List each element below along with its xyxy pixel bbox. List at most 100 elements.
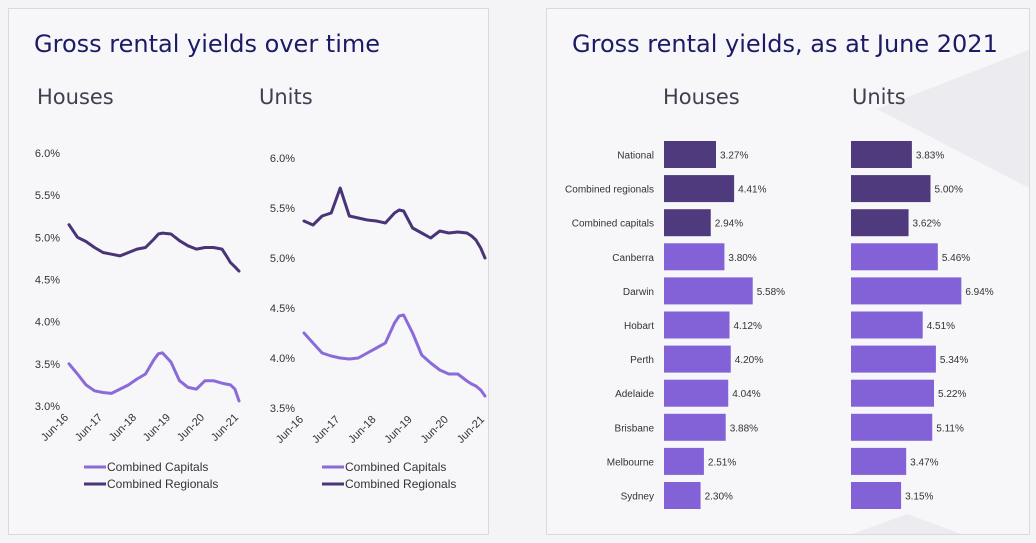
units-line-chart: 3.5%4.0%4.5%5.0%5.5%6.0%Jun-16 Jun-17 Jun-…: [270, 153, 487, 491]
yields-june-2021-title: Gross rental yields, as at June 2021: [572, 30, 998, 58]
category-label: Combined capitals: [572, 219, 654, 230]
houses-bar-value-label: 3.80%: [728, 253, 756, 264]
houses-x-tick-label: Jun-20: [175, 412, 207, 444]
units-bar-value-label: 5.46%: [942, 253, 970, 264]
category-label: Darwin: [623, 287, 654, 298]
units-y-tick-label: 5.0%: [270, 253, 295, 265]
units-bar-chart-title: Units: [852, 85, 906, 109]
category-label: Adelaide: [615, 389, 654, 400]
houses-y-tick-label: 4.5%: [35, 275, 60, 287]
units-x-tick-label: Jun-20: [419, 414, 451, 446]
category-label: Sydney: [621, 492, 654, 503]
units-bar-value-label: 4.51%: [927, 321, 955, 332]
houses-bar: [664, 243, 725, 271]
category-label: Hobart: [624, 321, 654, 332]
houses-bar-value-label: 4.04%: [732, 389, 760, 400]
yields-june-2021-panel: Gross rental yields, as at June 2021 Hou…: [546, 8, 1030, 535]
units-x-tick-label: Jun-16: [274, 414, 306, 446]
houses-bar: [664, 413, 726, 441]
units-x-tick-label: Jun-17: [310, 414, 342, 446]
houses-y-tick-label: 3.5%: [35, 359, 60, 371]
units-y-tick-label: 6.0%: [270, 153, 295, 165]
yields-over-time-panel: Gross rental yields over time Houses Uni…: [8, 8, 489, 535]
category-label: Perth: [630, 355, 654, 366]
units-bar: [851, 311, 923, 339]
units-y-tick-label: 5.5%: [270, 203, 295, 215]
houses-y-tick-label: 3.0%: [35, 401, 60, 413]
houses-bar: [664, 379, 729, 407]
houses-y-tick-label: 4.0%: [35, 317, 60, 329]
units-bar-value-label: 5.22%: [938, 389, 966, 400]
houses-bar-value-label: 3.88%: [730, 423, 758, 434]
houses-bar-chart-title: Houses: [663, 85, 740, 109]
yields-bar-charts: National 3.27% 3.83% Combined regionals 4.41…: [565, 141, 994, 509]
houses-bar-value-label: 4.20%: [735, 355, 763, 366]
units-bar: [851, 141, 912, 168]
houses-bar-value-label: 5.58%: [757, 287, 785, 298]
houses-bar: [664, 209, 711, 237]
houses-line-chart: 3.0% 3.5% 4.0% 4.5% 5.0% 5.5% 6.0% Jun-16 Jun-17…: [35, 148, 241, 491]
units-bar-value-label: 3.47%: [910, 457, 938, 468]
units-legend-label: Combined Regionals: [345, 477, 456, 491]
houses-x-tick-label: Jun-18: [107, 412, 139, 444]
houses-bar-value-label: 2.94%: [715, 219, 743, 230]
units-y-tick-label: 3.5%: [270, 403, 295, 415]
units-bar-value-label: 6.94%: [965, 287, 993, 298]
units-bar: [851, 175, 931, 203]
units-bar-value-label: 5.11%: [936, 423, 964, 434]
units-bar: [851, 209, 909, 237]
units-y-tick-label: 4.5%: [270, 303, 295, 315]
houses-x-tick-label: Jun-19: [141, 412, 173, 444]
houses-bar: [664, 345, 731, 373]
category-label: Melbourne: [607, 457, 655, 468]
category-label: Combined regionals: [565, 185, 654, 196]
houses-bar-value-label: 2.51%: [708, 457, 736, 468]
yields-over-time-title: Gross rental yields over time: [34, 30, 381, 58]
units-x-tick-label: Jun-18: [346, 414, 378, 446]
units-y-tick-label: 4.0%: [270, 353, 295, 365]
units-bar-value-label: 5.00%: [935, 185, 963, 196]
category-label: Brisbane: [615, 423, 655, 434]
houses-y-tick-label: 5.0%: [35, 232, 60, 244]
houses-bar: [664, 447, 704, 475]
units-bar: [851, 413, 933, 441]
units-x-tick-label: Jun-19: [382, 414, 414, 446]
houses-bar: [664, 482, 701, 509]
houses-bar: [664, 175, 735, 203]
units-bar: [851, 379, 934, 407]
houses-legend-label: Combined Capitals: [107, 460, 208, 474]
category-label: Canberra: [612, 253, 654, 264]
houses-bar: [664, 141, 716, 168]
houses-x-tick-label: Jun-17: [73, 412, 105, 444]
houses-series-capitals-line: [67, 351, 241, 403]
houses-y-tick-label: 5.5%: [35, 190, 60, 202]
houses-bar: [664, 311, 730, 339]
houses-bar-value-label: 3.27%: [720, 151, 748, 162]
units-series-capitals-line: [302, 313, 487, 398]
units-bar: [851, 277, 962, 305]
category-label: National: [617, 151, 654, 162]
units-bar-value-label: 3.62%: [913, 219, 941, 230]
houses-series-regionals-line: [67, 223, 241, 273]
background-shape: [852, 49, 1029, 534]
units-line-chart-title: Units: [259, 85, 313, 109]
houses-legend-label: Combined Regionals: [107, 477, 218, 491]
units-bar-value-label: 3.15%: [905, 492, 933, 503]
houses-x-tick-label: Jun-16: [39, 412, 71, 444]
houses-x-tick-label: Jun-21: [209, 412, 241, 444]
units-bar-value-label: 3.83%: [916, 151, 944, 162]
units-bar: [851, 447, 907, 475]
units-bar: [851, 482, 902, 509]
units-x-tick-label: Jun-21: [455, 414, 487, 446]
houses-line-chart-title: Houses: [37, 85, 114, 109]
units-series-regionals-line: [302, 186, 487, 260]
houses-bar: [664, 277, 753, 305]
houses-y-tick-label: 6.0%: [35, 148, 60, 160]
units-bar: [851, 345, 936, 373]
units-bar-value-label: 5.34%: [940, 355, 968, 366]
houses-bar-value-label: 4.12%: [734, 321, 762, 332]
units-bar: [851, 243, 938, 271]
houses-bar-value-label: 2.30%: [705, 492, 733, 503]
units-legend-label: Combined Capitals: [345, 460, 446, 474]
houses-bar-value-label: 4.41%: [738, 185, 766, 196]
